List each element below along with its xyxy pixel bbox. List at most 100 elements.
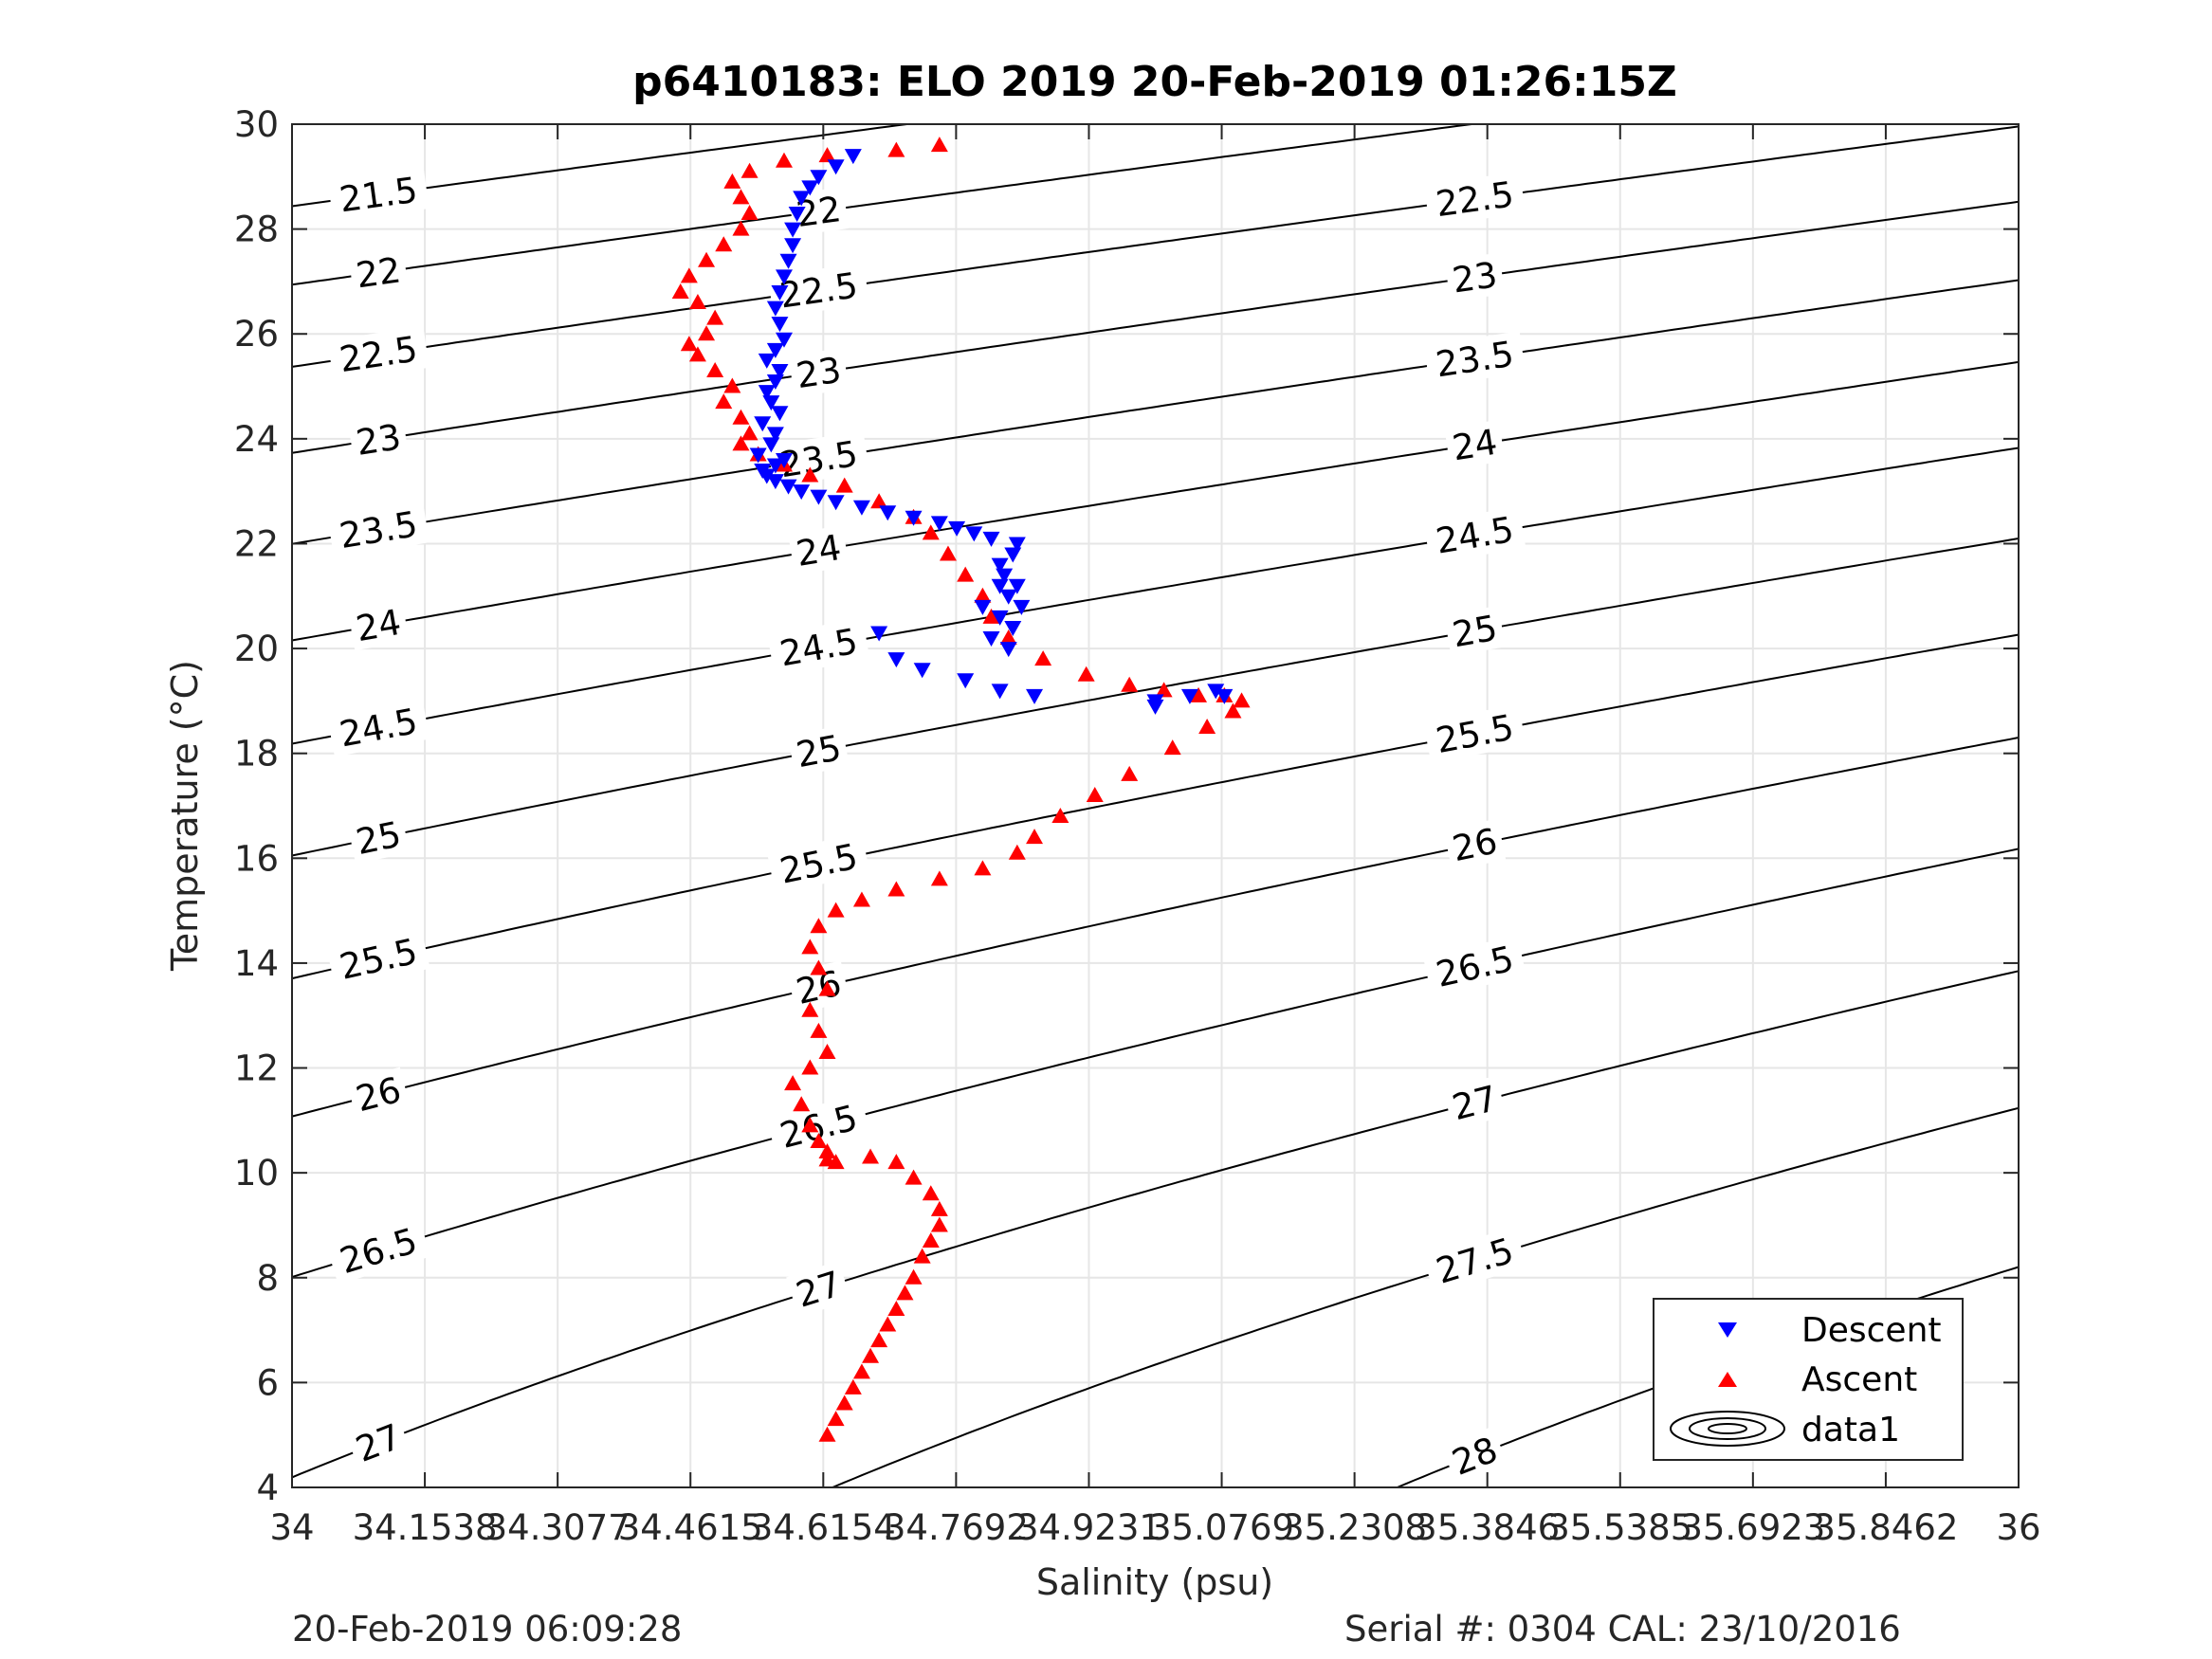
contour-label: 25 [353, 814, 405, 864]
descent-point [930, 516, 948, 532]
descent-point [1008, 578, 1026, 594]
contour-label: 23.5 [1434, 334, 1517, 386]
ascent-point [740, 162, 759, 178]
descent-point [991, 610, 1009, 626]
density-contour [291, 633, 2020, 980]
contour-label: 23.5 [337, 503, 420, 556]
descent-point [758, 353, 776, 369]
contour-label-bg [348, 414, 410, 465]
contour-label-group: 27 [1442, 1075, 1507, 1130]
ascent-point [784, 1075, 802, 1091]
x-tick-label: 35.0769 [1149, 1507, 1294, 1548]
contour-label-group: 23 [788, 347, 850, 397]
ascent-point [887, 1300, 905, 1316]
contour-label-bg [767, 263, 869, 318]
x-tick-label: 35.5385 [1547, 1507, 1692, 1548]
descent-point [766, 301, 784, 317]
contour-label-bg [767, 430, 870, 487]
contour-label-group: 25 [347, 811, 410, 865]
contour-label-bg [1444, 605, 1506, 657]
ascent-point [801, 1117, 819, 1133]
contour-label-bg [347, 811, 410, 865]
descent-point [913, 663, 931, 679]
legend-descent-marker [1718, 1322, 1737, 1338]
axes-box [291, 123, 2020, 1488]
descent-point [810, 170, 828, 186]
descent-point [771, 284, 789, 301]
density-contour [291, 123, 1472, 286]
ascent-point [1155, 682, 1173, 698]
contour-label: 24.5 [777, 621, 861, 675]
y-tick-label: 14 [234, 943, 279, 984]
contour-label-group: 22.5 [767, 263, 869, 318]
contour-label-group: 25 [787, 725, 850, 777]
y-axis-label: Temperature (°C) [164, 660, 206, 972]
descent-point [1013, 599, 1031, 615]
ascent-point [835, 477, 853, 493]
contour-label-bg [1423, 331, 1526, 387]
contour-label-group: 23.5 [327, 501, 430, 558]
ascent-point [818, 1426, 836, 1442]
y-tick-label: 28 [234, 210, 279, 250]
ascent-point [810, 918, 828, 934]
descent-point [965, 526, 983, 542]
contour-label-group: 25.5 [766, 832, 870, 894]
contour-label-bg [346, 1066, 411, 1121]
contour-label-group: 24.5 [326, 698, 430, 757]
ascent-point [1163, 739, 1181, 756]
ascent-point [810, 1132, 828, 1148]
ascent-point [905, 1169, 923, 1185]
descent-point [758, 468, 776, 484]
x-tick-label: 34.1538 [353, 1507, 498, 1548]
descent-point [784, 238, 802, 254]
contour-label: 23 [1450, 254, 1500, 301]
descent-point [1207, 684, 1225, 700]
contour-label-group: 26 [346, 1066, 411, 1121]
descent-point [793, 484, 811, 501]
contour-label-group: 23 [348, 414, 410, 465]
descent-point [801, 180, 819, 196]
footer-serial: Serial #: 0304 CAL: 23/10/2016 [1344, 1609, 1901, 1650]
contour-label-bg [1441, 1426, 1508, 1486]
contour-label-bg [787, 960, 850, 1014]
contour-label-group: 24 [347, 599, 410, 651]
density-contour [291, 970, 2020, 1479]
ascent-point [939, 545, 957, 561]
contour-label: 25 [1450, 608, 1501, 655]
ascent-point [930, 137, 948, 153]
descent-point [810, 489, 828, 505]
ascent-point [852, 891, 870, 907]
ascent-point [844, 1378, 862, 1395]
descent-point [905, 510, 923, 526]
ascent-point [801, 1001, 819, 1017]
ascent-point [688, 346, 706, 362]
x-tick-label: 34 [269, 1507, 314, 1548]
descent-point [779, 479, 797, 495]
ascent-point [723, 377, 741, 393]
contour-label: 21.5 [337, 170, 419, 221]
contour-label: 24.5 [1433, 509, 1516, 562]
descent-point [1180, 688, 1198, 704]
y-tick-label: 6 [256, 1362, 279, 1403]
descent-point [788, 207, 806, 223]
contour-label-bg [1422, 1226, 1527, 1295]
x-tick-label: 34.3077 [485, 1507, 631, 1548]
contour-label-bg [1423, 172, 1526, 227]
contour-label-group: 28 [1441, 1426, 1508, 1486]
ascent-point [827, 1411, 845, 1427]
density-contour [291, 848, 2020, 1279]
ascent-point [982, 608, 1000, 624]
ascent-point [1026, 829, 1044, 845]
density-contour [291, 279, 2020, 545]
ascent-point [688, 294, 706, 310]
ascent-point [671, 283, 689, 299]
ascent-point [801, 939, 819, 955]
contour-label-group: 24 [788, 524, 850, 575]
ascent-point [740, 425, 759, 441]
ascent-point [1008, 844, 1026, 860]
x-tick-label: 35.3846 [1415, 1507, 1560, 1548]
axis-ticks: 34 34.153834.307734.461534.615434.769234.… [234, 104, 2041, 1548]
ascent-point [827, 902, 845, 918]
contour-label-group: 26 [1443, 818, 1507, 871]
descent-point [1216, 688, 1234, 704]
